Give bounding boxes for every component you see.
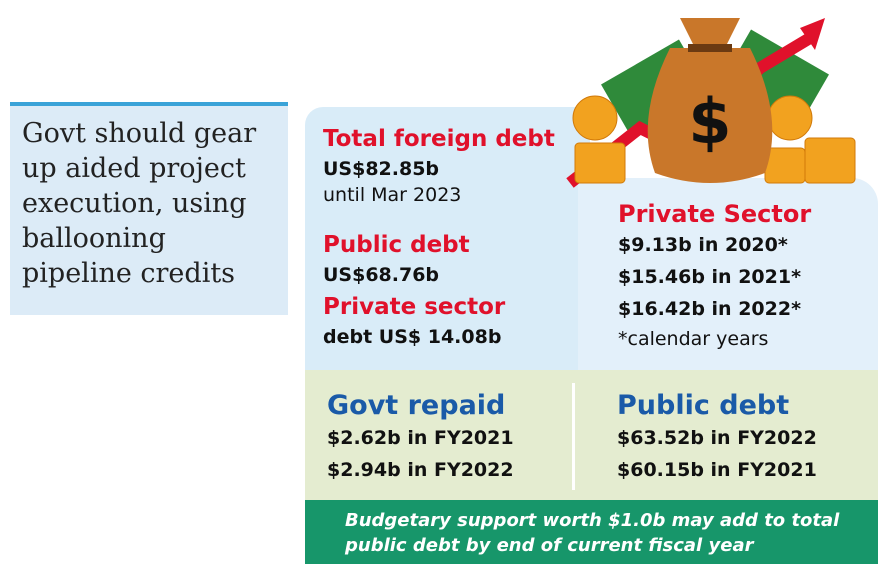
private-sector-line: $15.46b in 2021* xyxy=(618,266,802,288)
total-debt-note: until Mar 2023 xyxy=(323,184,462,206)
total-debt-value: US$82.85b xyxy=(323,158,440,180)
pull-quote: Govt should gear up aided project execut… xyxy=(10,102,288,315)
coins-icon xyxy=(572,95,856,184)
govt-repaid-heading: Govt repaid xyxy=(327,390,506,421)
public-debt-value: US$68.76b xyxy=(323,264,440,286)
private-sector-panel xyxy=(578,178,878,370)
public-debt-heading: Public debt xyxy=(323,232,470,258)
budget-support-banner: Budgetary support worth $1.0b may add to… xyxy=(305,500,878,564)
foreign-debt-panel xyxy=(305,107,590,370)
dollar-sign: $ xyxy=(688,85,731,158)
private-debt-value: debt US$ 14.08b xyxy=(323,326,502,348)
private-sector-heading: Private Sector xyxy=(618,200,812,228)
public-debt-trend-line: $60.15b in FY2021 xyxy=(617,459,817,481)
public-debt-trend-line: $63.52b in FY2022 xyxy=(617,427,817,449)
private-sector-line: $16.42b in 2022* xyxy=(618,298,802,320)
private-debt-heading: Private sector xyxy=(323,294,506,320)
private-sector-note: *calendar years xyxy=(618,328,769,350)
divider xyxy=(572,383,575,490)
private-sector-line: $9.13b in 2020* xyxy=(618,234,788,256)
govt-repaid-line: $2.94b in FY2022 xyxy=(327,459,514,481)
repayment-panel xyxy=(305,370,878,500)
money-bag-icon: $ xyxy=(566,18,856,188)
total-debt-heading: Total foreign debt xyxy=(323,126,555,152)
govt-repaid-line: $2.62b in FY2021 xyxy=(327,427,514,449)
public-debt-trend-heading: Public debt xyxy=(617,390,790,421)
